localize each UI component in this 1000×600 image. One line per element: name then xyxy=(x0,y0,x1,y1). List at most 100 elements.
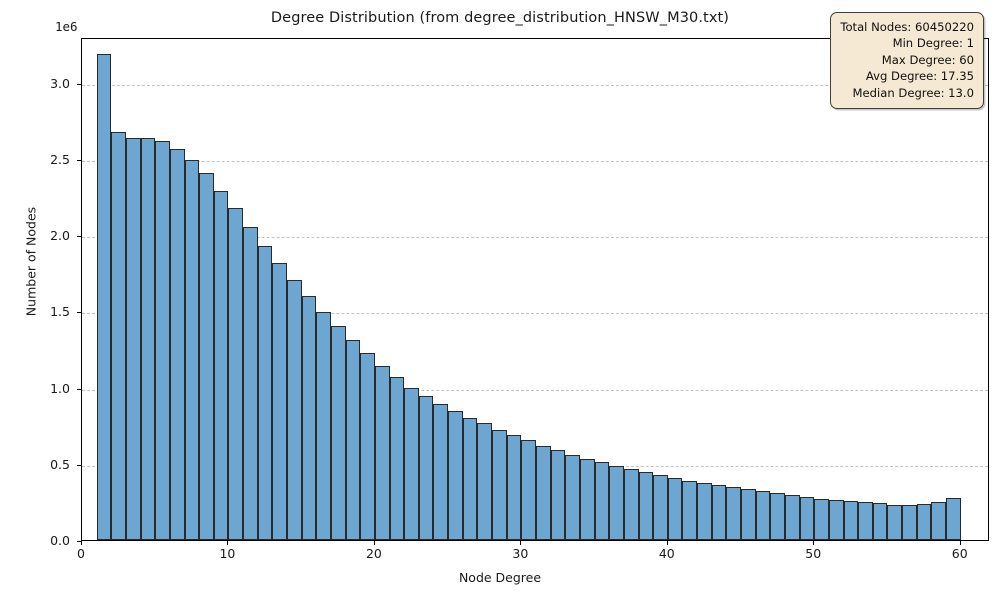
y-axis-offset-text: 1e6 xyxy=(55,19,78,34)
bar-degree-12 xyxy=(257,245,273,540)
x-tick-mark-4 xyxy=(666,541,668,546)
x-tick-label-5: 50 xyxy=(805,546,822,561)
stat-min-degree: Min Degree: 1 xyxy=(892,36,974,51)
y-tick-mark-3 xyxy=(76,312,81,314)
bar-degree-47 xyxy=(770,492,785,540)
bar-degree-25 xyxy=(448,411,463,540)
bar-degree-10 xyxy=(228,208,244,540)
gridline-y-5 xyxy=(82,160,988,162)
x-tick-mark-2 xyxy=(373,541,375,546)
stat-avg-degree: Avg Degree: 17.35 xyxy=(865,69,974,84)
bar-degree-27 xyxy=(477,423,493,540)
y-tick-mark-1 xyxy=(76,464,81,466)
bar-degree-23 xyxy=(418,395,434,540)
y-tick-label-1: 0.5 xyxy=(50,456,70,472)
bar-degree-48 xyxy=(784,495,800,540)
bar-degree-36 xyxy=(609,466,624,540)
y-tick-label-5: 2.5 xyxy=(50,151,70,167)
bar-degree-1 xyxy=(96,53,112,540)
x-tick-label-1: 10 xyxy=(219,546,236,561)
bar-degree-45 xyxy=(741,488,756,540)
bar-degree-31 xyxy=(536,445,551,540)
bar-degree-26 xyxy=(462,418,478,540)
gridline-y-3 xyxy=(82,313,988,315)
bar-degree-38 xyxy=(638,472,654,540)
bar-degree-32 xyxy=(550,450,566,540)
bar-degree-20 xyxy=(374,366,390,540)
bar-degree-18 xyxy=(345,340,361,540)
bar-degree-14 xyxy=(287,280,302,540)
plot-area xyxy=(81,38,989,541)
bar-degree-5 xyxy=(155,140,170,540)
bar-degree-7 xyxy=(184,159,200,540)
y-tick-mark-5 xyxy=(76,159,81,161)
y-tick-label-0: 0.0 xyxy=(50,533,70,548)
y-tick-label-4: 2.0 xyxy=(50,228,70,244)
y-tick-mark-0 xyxy=(76,541,81,542)
gridline-y-4 xyxy=(82,237,988,239)
y-tick-label-6: 3.0 xyxy=(50,75,70,91)
stat-total-nodes: Total Nodes: 60450220 xyxy=(840,20,974,34)
stat-median-degree: Median Degree: 13.0 xyxy=(852,85,974,100)
gridline-y-6 xyxy=(82,84,988,86)
bar-degree-59 xyxy=(946,498,961,540)
chart-title: Degree Distribution (from degree_distrib… xyxy=(270,10,730,26)
bar-degree-24 xyxy=(433,404,449,540)
bar-degree-28 xyxy=(492,430,507,540)
x-tick-mark-5 xyxy=(813,541,815,546)
y-tick-label-2: 1.0 xyxy=(50,380,70,396)
bar-degree-57 xyxy=(916,503,932,540)
x-tick-label-2: 20 xyxy=(365,546,382,561)
x-tick-label-0: 0 xyxy=(77,546,85,561)
bar-degree-44 xyxy=(726,486,742,540)
bar-degree-3 xyxy=(125,138,141,540)
bar-degree-35 xyxy=(594,462,610,540)
bar-degree-33 xyxy=(565,454,580,540)
bars-layer xyxy=(82,39,988,540)
bar-degree-21 xyxy=(389,376,405,540)
x-tick-mark-0 xyxy=(81,541,82,546)
bar-degree-58 xyxy=(931,501,947,540)
bar-degree-13 xyxy=(272,262,288,540)
bar-degree-51 xyxy=(828,499,844,540)
bar-degree-11 xyxy=(243,226,258,540)
bar-degree-55 xyxy=(887,504,903,540)
bar-degree-37 xyxy=(623,469,639,540)
bar-degree-42 xyxy=(697,482,712,540)
bar-degree-17 xyxy=(330,325,346,540)
bar-degree-40 xyxy=(667,478,683,540)
bar-degree-43 xyxy=(711,485,727,540)
bar-degree-8 xyxy=(199,173,214,540)
x-tick-mark-1 xyxy=(227,541,229,546)
bar-degree-34 xyxy=(579,459,595,540)
bar-degree-2 xyxy=(111,131,126,540)
bar-degree-29 xyxy=(506,434,522,540)
x-tick-mark-6 xyxy=(959,541,961,546)
y-tick-label-3: 1.5 xyxy=(50,304,70,320)
stat-max-degree: Max Degree: 60 xyxy=(881,52,974,67)
bar-degree-6 xyxy=(169,149,185,540)
y-axis-label: Number of Nodes xyxy=(23,206,39,317)
stats-annotation-box: Total Nodes: 60450220 Min Degree: 1 Max … xyxy=(830,12,984,110)
x-tick-mark-3 xyxy=(520,541,522,546)
bar-degree-53 xyxy=(858,501,873,540)
bar-degree-15 xyxy=(301,296,317,540)
bar-degree-30 xyxy=(521,440,536,540)
bar-degree-54 xyxy=(872,503,888,540)
bar-degree-19 xyxy=(360,353,375,540)
bar-degree-41 xyxy=(682,480,698,540)
bar-degree-16 xyxy=(316,312,331,540)
x-tick-label-3: 30 xyxy=(512,546,529,561)
bar-degree-49 xyxy=(799,496,815,540)
y-tick-mark-2 xyxy=(76,388,81,390)
bar-degree-4 xyxy=(140,138,156,540)
bar-degree-39 xyxy=(653,475,668,540)
bar-degree-9 xyxy=(213,190,229,540)
x-tick-label-4: 40 xyxy=(658,546,675,561)
bar-degree-50 xyxy=(814,498,829,540)
bar-degree-46 xyxy=(755,491,771,540)
y-tick-mark-6 xyxy=(76,83,81,85)
gridline-y-2 xyxy=(82,389,988,391)
x-tick-label-6: 60 xyxy=(951,546,968,561)
